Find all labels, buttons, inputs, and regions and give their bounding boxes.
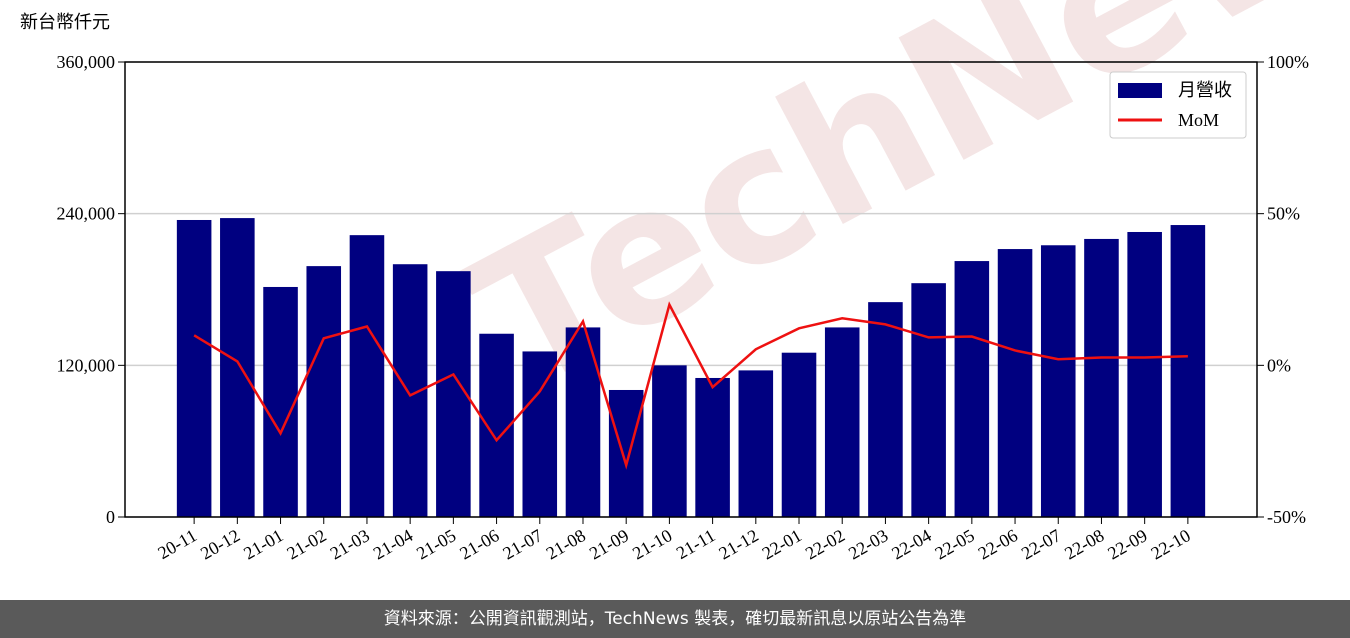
bar xyxy=(306,266,342,517)
bar xyxy=(652,365,687,517)
line xyxy=(193,301,1188,470)
bar xyxy=(1040,245,1076,517)
y2-tick-label: 0% xyxy=(1267,355,1291,375)
legend-label: 月營收 xyxy=(1178,80,1232,100)
x-tick-label: 21-12 xyxy=(715,525,761,563)
y-tick-label: 0 xyxy=(106,507,115,527)
bar xyxy=(176,219,212,517)
bar xyxy=(738,370,774,517)
x-tick-label: 21-01 xyxy=(240,525,286,563)
y-tick-label: 360,000 xyxy=(57,52,116,72)
x-tick-label: 21-02 xyxy=(283,525,329,563)
x-tick-label: 22-07 xyxy=(1018,525,1064,563)
y-tick-label: 120,000 xyxy=(57,355,116,375)
x-tick-label: 21-07 xyxy=(499,525,545,563)
bar xyxy=(1084,238,1119,517)
x-tick-label: 22-05 xyxy=(931,525,977,563)
y2-tick-label: -50% xyxy=(1267,507,1306,527)
x-tick-label: 22-03 xyxy=(845,525,891,563)
legend-label: MoM xyxy=(1178,110,1219,130)
bar xyxy=(997,249,1033,518)
x-tick-label: 21-11 xyxy=(673,525,719,563)
bar xyxy=(349,235,385,517)
bar xyxy=(781,352,817,517)
bar xyxy=(1170,225,1206,517)
x-tick-label: 21-04 xyxy=(370,525,416,563)
chart: TechNews 新台幣仟元 0120,000240,000360,000-50… xyxy=(20,0,1350,563)
bar xyxy=(565,327,601,517)
y2-tick-label: 100% xyxy=(1267,52,1309,72)
x-tick-label: 22-09 xyxy=(1104,525,1150,563)
footer: 資料來源：公開資訊觀測站，TechNews 製表，確切最新訊息以原站公告為準 xyxy=(0,600,1350,638)
bar xyxy=(263,286,298,517)
bar xyxy=(868,302,903,517)
x-tick-label: 20-11 xyxy=(154,525,200,563)
x-tick-label: 21-06 xyxy=(456,525,502,563)
x-tick-label: 22-04 xyxy=(888,525,934,563)
x-tick-label: 21-05 xyxy=(413,525,459,563)
x-tick-label: 21-10 xyxy=(629,525,675,563)
y2-tick-label: 50% xyxy=(1267,204,1300,224)
bar xyxy=(695,377,730,517)
x-tick-label: 22-10 xyxy=(1147,525,1193,563)
y-axis-label: 新台幣仟元 xyxy=(20,12,110,33)
x-tick-label: 22-02 xyxy=(802,525,848,563)
x-tick-label: 21-08 xyxy=(543,525,589,563)
bar xyxy=(824,327,860,517)
y-tick-label: 240,000 xyxy=(57,204,116,224)
legend-swatch xyxy=(1118,83,1162,98)
bar xyxy=(522,351,558,517)
bar xyxy=(911,283,946,517)
x-tick-label: 21-03 xyxy=(327,525,373,563)
bar xyxy=(220,218,255,517)
plot-frame xyxy=(124,61,1258,518)
bar xyxy=(954,261,990,517)
x-tick-label: 20-12 xyxy=(197,525,243,563)
bar xyxy=(1127,231,1162,518)
x-tick-label: 22-01 xyxy=(759,525,805,563)
x-tick-label: 22-06 xyxy=(975,525,1021,563)
x-tick-label: 22-08 xyxy=(1061,525,1107,563)
x-tick-label: 21-09 xyxy=(586,525,632,563)
bar xyxy=(608,389,644,517)
